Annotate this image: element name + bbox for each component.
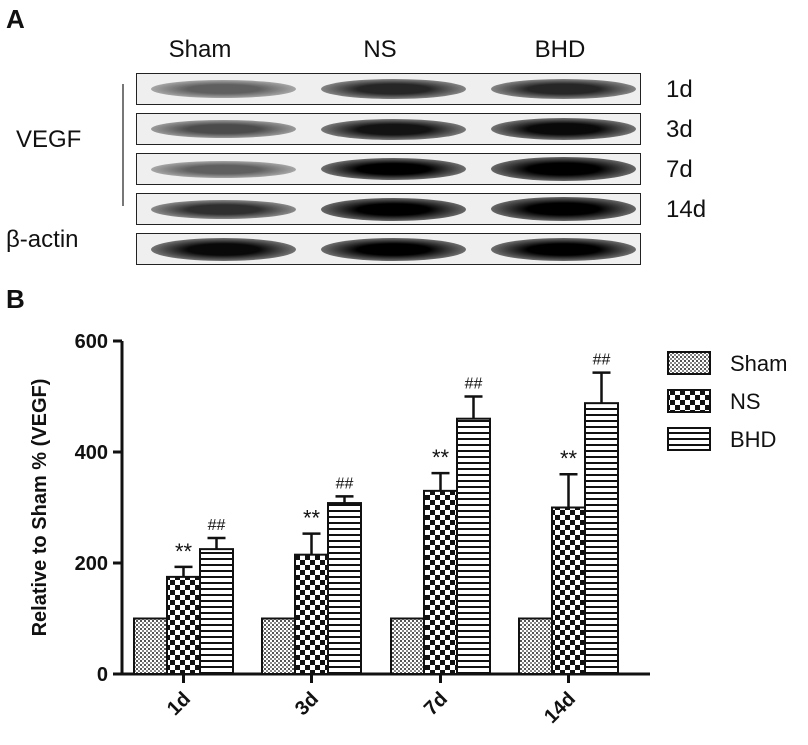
y-tick-label: 600 xyxy=(75,331,108,353)
x-tick-label: 7d xyxy=(420,688,452,720)
x-tick-label: 1d xyxy=(163,688,195,720)
panel-a-label: A xyxy=(6,4,25,34)
legend-swatch xyxy=(667,427,711,451)
blot-row-label: 7d xyxy=(666,156,693,183)
bar xyxy=(261,617,296,675)
blot-band xyxy=(151,200,296,219)
significance-mark: ## xyxy=(465,376,483,393)
blot-row-label: 3d xyxy=(666,116,693,143)
significance-mark: ## xyxy=(593,352,611,369)
blot-band xyxy=(321,158,466,180)
blot-band xyxy=(321,198,466,221)
significance-mark: ## xyxy=(208,517,226,534)
blot-band xyxy=(321,119,466,140)
blot-band xyxy=(321,238,466,261)
bar xyxy=(199,548,234,675)
y-axis-title: Relative to Sham % (VEGF) xyxy=(29,379,51,637)
significance-mark: ** xyxy=(175,539,193,564)
blot-column-label: BHD xyxy=(534,36,586,63)
bar xyxy=(551,506,586,675)
blot-band xyxy=(491,197,636,221)
bar xyxy=(423,489,458,675)
significance-mark: ## xyxy=(336,475,354,492)
vegf-blot-strip xyxy=(136,193,641,225)
x-tick-label: 3d xyxy=(291,688,323,720)
legend-swatch xyxy=(667,351,711,375)
panel-b-label: B xyxy=(6,284,25,314)
blot-band xyxy=(491,238,636,261)
bar xyxy=(584,402,619,675)
legend-swatch xyxy=(667,389,711,413)
vegf-blot-strip xyxy=(136,153,641,185)
vegf-blot-strip xyxy=(136,73,641,105)
bar xyxy=(166,575,201,675)
vegf-bracket xyxy=(122,84,124,206)
significance-mark: ** xyxy=(432,445,450,470)
blot-column-label: Sham xyxy=(168,36,232,63)
blot-row-label: 1d xyxy=(666,76,693,103)
bar xyxy=(133,617,168,675)
blot-column-label: NS xyxy=(363,36,397,63)
bar xyxy=(327,502,362,675)
blot-band xyxy=(491,118,636,140)
blot-band xyxy=(491,157,636,181)
significance-mark: ** xyxy=(303,506,321,531)
bar xyxy=(456,417,491,676)
bar xyxy=(294,553,329,675)
blot-band xyxy=(151,238,296,261)
blot-band xyxy=(151,161,296,178)
blot-band xyxy=(321,79,466,99)
beta-actin-label: β-actin xyxy=(6,226,79,253)
blot-band xyxy=(151,80,296,98)
blot-band xyxy=(151,120,296,138)
y-tick-label: 200 xyxy=(75,553,108,575)
bar xyxy=(518,617,553,675)
legend-label: NS xyxy=(730,389,761,414)
legend-label: Sham xyxy=(730,351,787,376)
y-tick-label: 0 xyxy=(97,664,108,686)
blot-band xyxy=(491,79,636,99)
significance-mark: ** xyxy=(560,446,578,471)
beta-actin-blot-strip xyxy=(136,233,641,265)
x-tick-label: 14d xyxy=(540,688,580,728)
legend-label: BHD xyxy=(730,427,776,452)
vegf-blot-strip xyxy=(136,113,641,145)
blot-row-label: 14d xyxy=(666,196,707,223)
bar xyxy=(390,617,425,675)
y-tick-label: 400 xyxy=(75,442,108,464)
vegf-label: VEGF xyxy=(16,126,82,153)
